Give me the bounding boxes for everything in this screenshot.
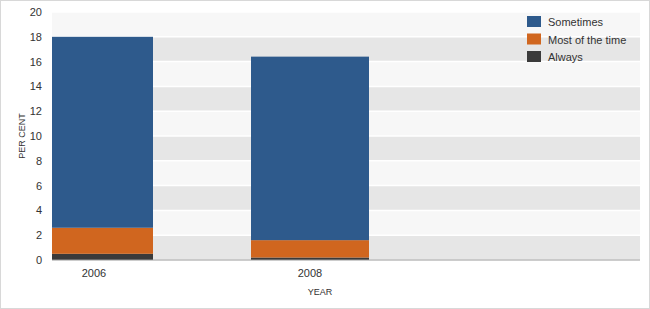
y-tick-label: 8 <box>36 155 42 167</box>
grid-line <box>52 11 640 13</box>
bar-segment <box>251 57 369 241</box>
y-tick-label: 4 <box>36 204 42 216</box>
legend-swatch <box>527 16 541 27</box>
y-tick-label: 10 <box>30 130 42 142</box>
legend-label: Sometimes <box>548 16 604 28</box>
legend-swatch <box>527 34 541 45</box>
y-tick-label: 12 <box>30 105 42 117</box>
x-axis-line <box>52 260 640 261</box>
y-axis-label: PER CENT <box>17 113 27 159</box>
x-tick-label: 2008 <box>298 267 322 279</box>
y-tick-label: 2 <box>36 229 42 241</box>
y-tick-label: 18 <box>30 31 42 43</box>
bars <box>52 37 369 260</box>
bar-segment <box>52 37 153 228</box>
y-tick-label: 6 <box>36 180 42 192</box>
y-tick-label: 14 <box>30 80 42 92</box>
y-tick-label: 20 <box>30 6 42 18</box>
legend-swatch <box>527 51 541 62</box>
bar-segment <box>52 228 153 254</box>
bar-segment <box>52 254 153 260</box>
x-axis-label: YEAR <box>308 287 333 297</box>
legend-label: Always <box>548 51 583 63</box>
chart-root: 0 2 4 6 8 10 12 14 16 18 20 2006 2008 YEAR PER CENT Som… <box>0 0 650 309</box>
bar-segment <box>251 240 369 257</box>
y-tick-label: 0 <box>36 254 42 266</box>
x-tick-label: 2006 <box>82 267 106 279</box>
legend: Sometimes Most of the time Always <box>527 16 626 63</box>
y-tick-label: 16 <box>30 56 42 68</box>
chart-svg: 0 2 4 6 8 10 12 14 16 18 20 2006 2008 YEAR PER CENT Som… <box>0 0 650 309</box>
legend-label: Most of the time <box>548 34 626 46</box>
frame <box>1 1 650 309</box>
